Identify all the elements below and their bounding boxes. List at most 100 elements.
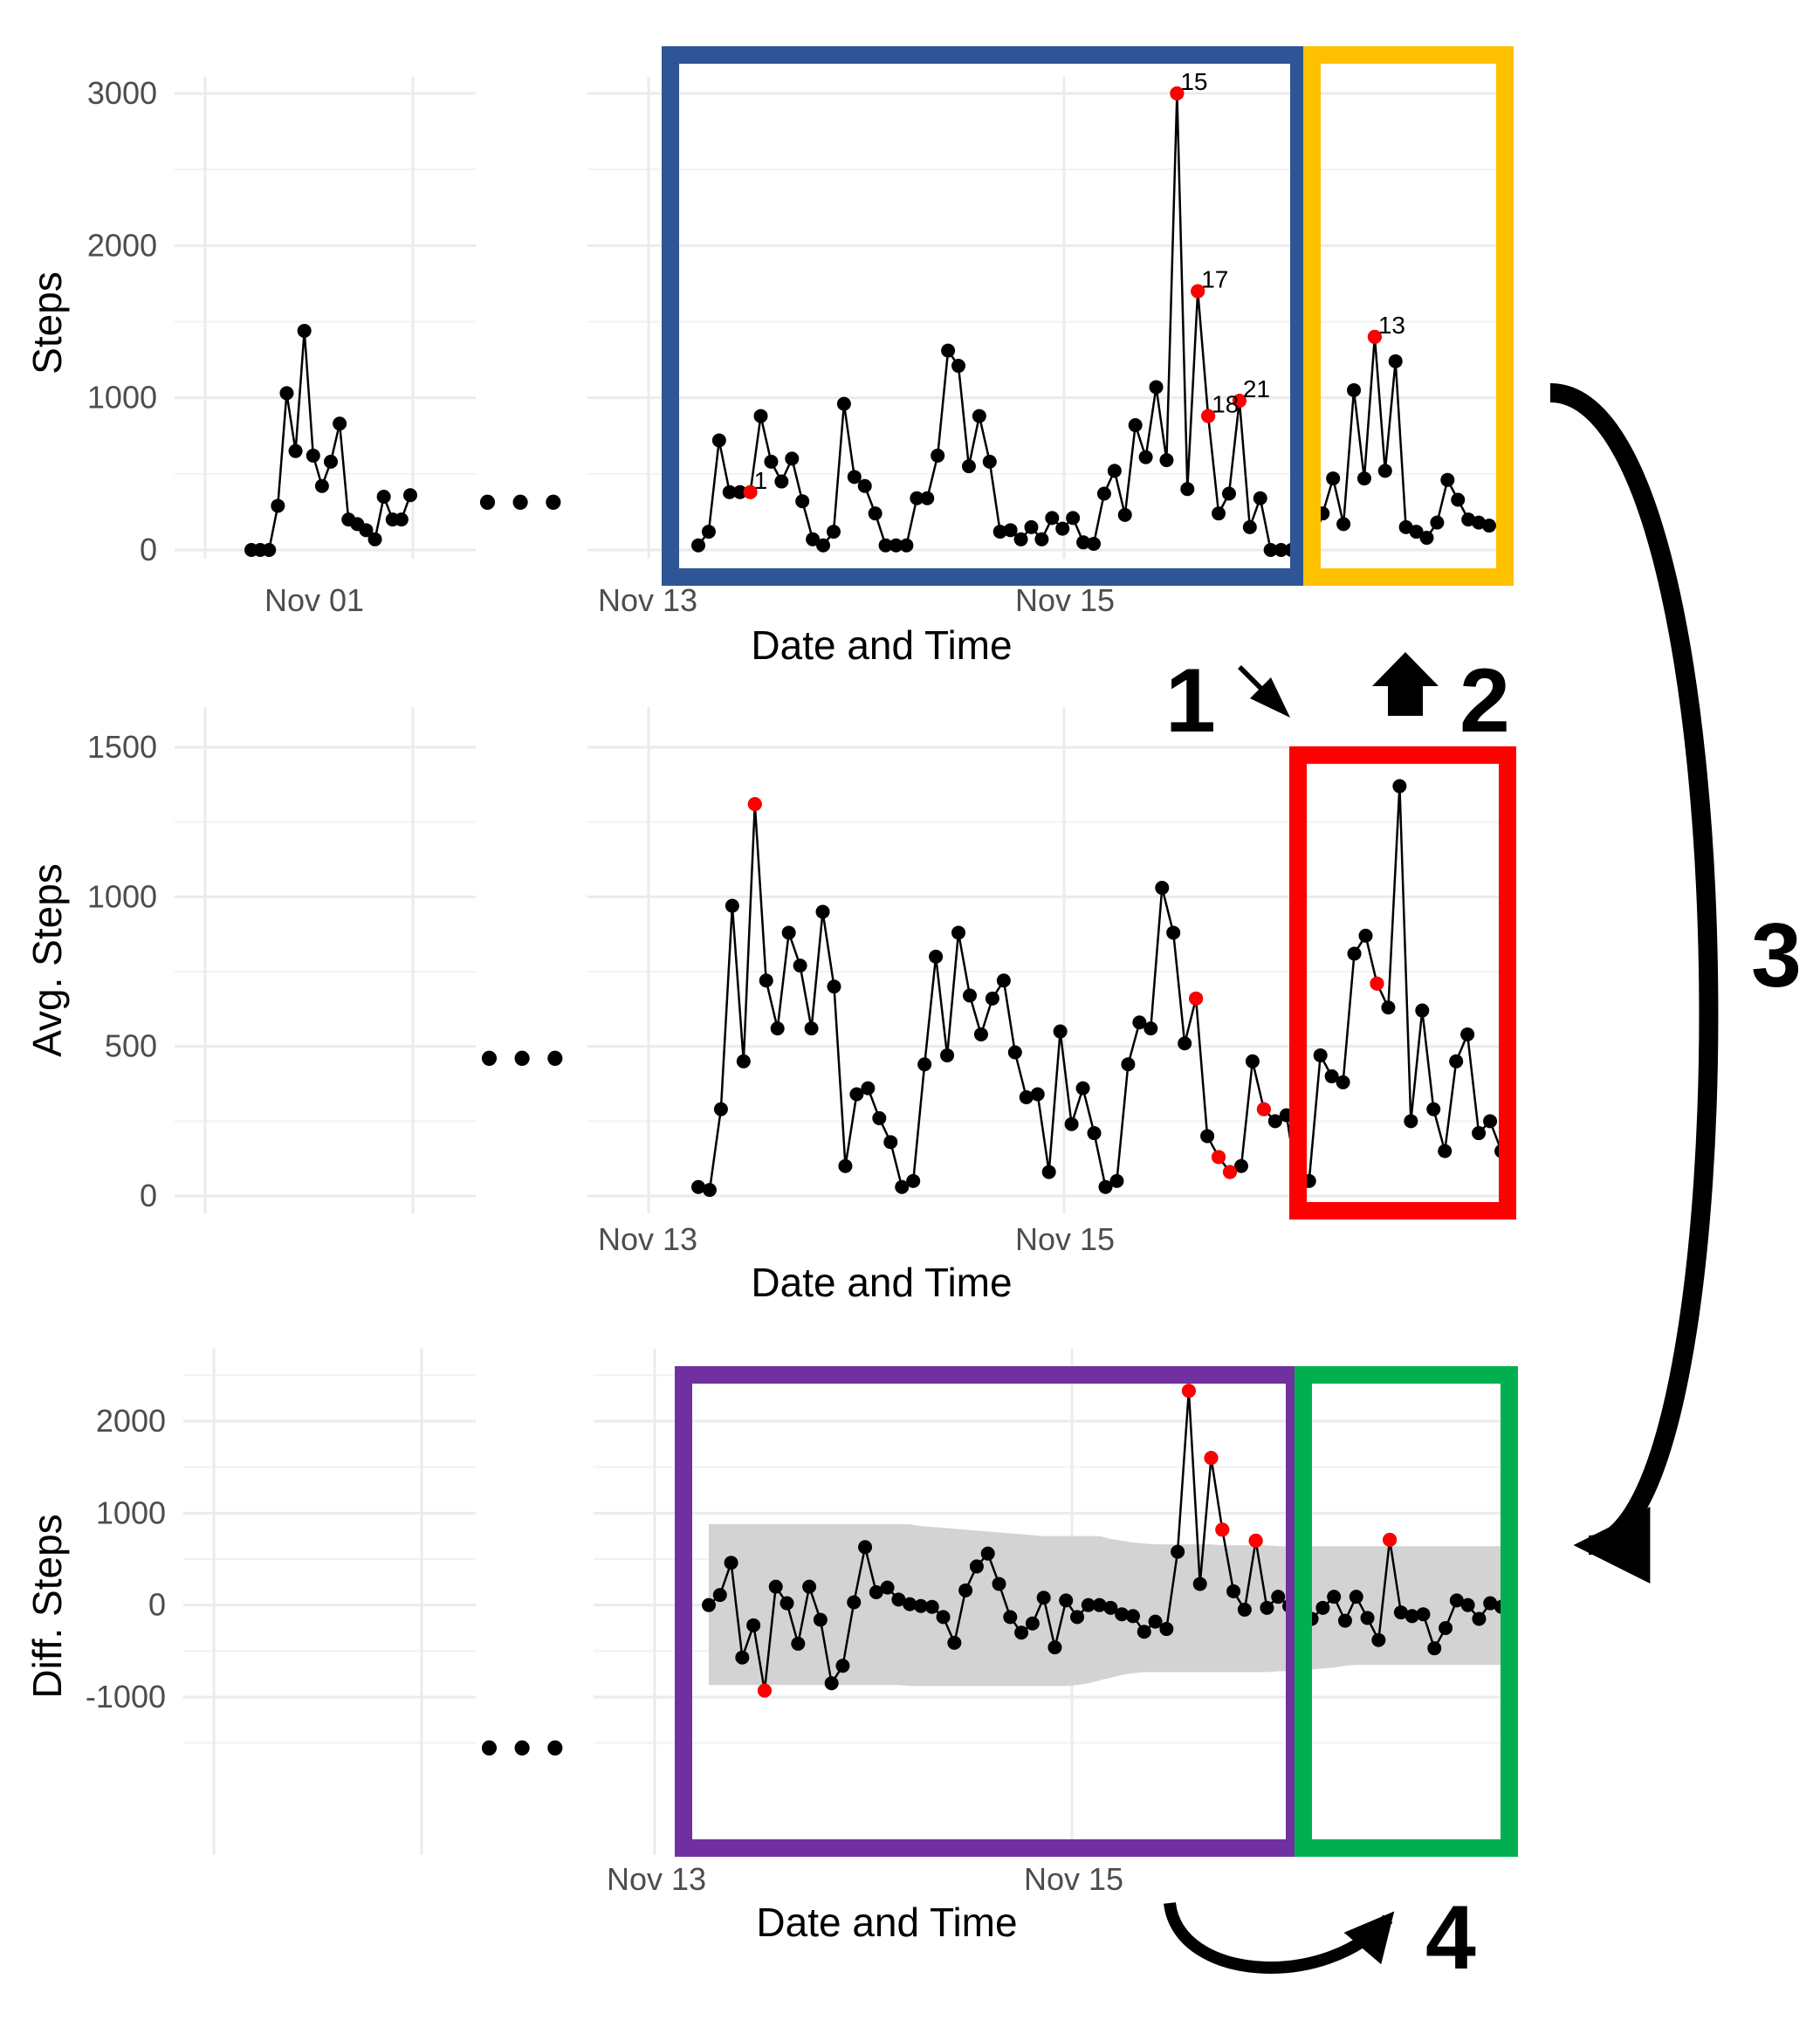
data-point-avg-steps-right <box>940 1048 955 1062</box>
data-point-diff-steps-right <box>702 1598 716 1612</box>
data-point-avg-steps-right <box>1347 946 1362 961</box>
data-point-avg-steps-right <box>1109 1173 1124 1188</box>
data-point-diff-steps-right <box>869 1584 883 1599</box>
data-point-steps-right <box>972 409 986 423</box>
data-point-diff-steps-right <box>813 1612 828 1627</box>
data-point-avg-steps-right <box>1178 1036 1192 1051</box>
data-point-diff-steps-right <box>1148 1614 1163 1629</box>
data-point-steps-right <box>899 538 914 553</box>
data-point-steps-right <box>1398 519 1413 534</box>
xlabel-diff-steps: Date and Time <box>756 1900 1017 1945</box>
ytick-label-diff-steps-0: -1000 <box>86 1679 166 1714</box>
data-point-avg-steps-right <box>1449 1054 1464 1068</box>
data-point-avg-steps-right <box>1144 1021 1158 1036</box>
data-point-avg-steps-right <box>815 904 830 919</box>
data-point-diff-steps-right <box>969 1559 984 1574</box>
data-point-steps-right <box>1430 515 1445 530</box>
data-point-diff-steps-right <box>1416 1607 1431 1622</box>
data-point-diff-steps-right <box>802 1579 817 1594</box>
xtick-label-avg-steps-1: Nov 15 <box>1015 1221 1115 1257</box>
anomaly-point-avg-steps <box>747 797 762 812</box>
data-point-steps-left <box>367 532 382 546</box>
data-point-avg-steps-right <box>951 925 966 940</box>
data-point-diff-steps-right <box>746 1618 761 1632</box>
anomaly-point-diff-steps <box>1204 1451 1219 1466</box>
data-point-avg-steps-right <box>849 1087 864 1102</box>
arrow-step-1 <box>1238 665 1290 718</box>
data-point-avg-steps-right <box>1336 1075 1350 1089</box>
data-point-steps-right <box>1149 380 1164 395</box>
data-point-steps-right <box>1003 523 1018 538</box>
data-point-avg-steps-right <box>1313 1048 1328 1062</box>
ellipsis-top: • • • <box>478 472 562 531</box>
data-point-diff-steps-right <box>1472 1611 1487 1626</box>
data-point-diff-steps-right <box>712 1588 727 1603</box>
data-point-steps-right <box>889 538 903 553</box>
data-point-steps-right <box>1242 519 1257 534</box>
ylabel-steps: Steps <box>24 271 70 374</box>
anomaly-point-avg-steps <box>1223 1165 1238 1179</box>
data-point-diff-steps-right <box>1171 1544 1185 1559</box>
data-point-avg-steps-right <box>1155 881 1170 896</box>
data-point-steps-right <box>691 538 705 553</box>
data-point-steps-right <box>1076 535 1091 550</box>
data-point-steps-right <box>1128 418 1143 433</box>
data-point-steps-right <box>1440 472 1455 487</box>
data-point-steps-left <box>271 498 285 513</box>
ylabel-avg-steps: Avg. Steps <box>24 863 70 1057</box>
data-point-steps-left <box>288 443 303 458</box>
data-point-steps-left <box>324 454 338 469</box>
data-point-diff-steps-right <box>735 1650 750 1665</box>
arrow-step-2 <box>1372 652 1439 716</box>
data-point-steps-left <box>359 523 374 538</box>
data-point-avg-steps-right <box>917 1057 932 1072</box>
xlabel-steps: Date and Time <box>751 622 1012 668</box>
ytick-label-steps-0: 0 <box>140 532 157 567</box>
data-point-steps-right <box>1045 511 1060 526</box>
ytick-label-steps-2: 2000 <box>87 227 157 263</box>
anomaly-point-diff-steps <box>757 1683 772 1698</box>
data-point-steps-right <box>826 525 841 539</box>
data-point-steps-right <box>1274 543 1288 557</box>
data-point-diff-steps-right <box>1449 1593 1464 1608</box>
data-point-steps-right <box>1347 382 1362 397</box>
data-point-avg-steps-right <box>1415 1003 1430 1018</box>
data-point-diff-steps-right <box>880 1580 895 1595</box>
data-point-steps-right <box>1055 521 1070 536</box>
data-point-diff-steps-right <box>1070 1610 1085 1625</box>
data-point-diff-steps-right <box>1315 1600 1330 1615</box>
data-point-steps-right <box>732 484 747 499</box>
data-point-steps-right <box>1377 464 1392 478</box>
data-point-avg-steps-right <box>1200 1129 1215 1144</box>
data-point-steps-right <box>1409 525 1424 539</box>
data-point-steps-left <box>306 448 320 463</box>
data-point-avg-steps-right <box>1166 925 1181 940</box>
anomaly-point-diff-steps <box>1215 1522 1230 1537</box>
anomaly-label-steps: 15 <box>1180 68 1207 95</box>
data-point-diff-steps-right <box>924 1599 939 1614</box>
data-point-steps-right <box>1117 507 1132 522</box>
data-point-diff-steps-right <box>958 1583 973 1598</box>
data-point-steps-right <box>1336 517 1351 532</box>
ytick-label-avg-steps-2: 1000 <box>87 878 157 914</box>
anomaly-point-steps <box>1191 284 1205 299</box>
data-point-avg-steps-right <box>827 979 841 994</box>
data-point-steps-left <box>403 488 417 503</box>
data-point-diff-steps-right <box>1047 1640 1062 1655</box>
data-point-steps-right <box>1482 519 1496 533</box>
data-point-diff-steps-right <box>992 1577 1006 1591</box>
data-point-avg-steps-right <box>985 991 999 1006</box>
step-label-1: 1 <box>1165 650 1216 752</box>
data-point-diff-steps-right <box>1271 1590 1286 1604</box>
data-point-diff-steps-right <box>780 1596 794 1611</box>
data-point-steps-right <box>920 491 935 505</box>
data-point-steps-right <box>910 491 924 505</box>
data-point-diff-steps-right <box>1427 1641 1442 1656</box>
data-point-steps-right <box>1221 486 1236 501</box>
data-point-diff-steps-right <box>1159 1622 1174 1637</box>
data-point-steps-right <box>836 396 851 411</box>
data-point-diff-steps-right <box>1192 1577 1207 1591</box>
data-point-steps-right <box>1451 492 1466 507</box>
data-point-steps-right <box>806 532 821 546</box>
data-point-steps-right <box>868 506 883 521</box>
